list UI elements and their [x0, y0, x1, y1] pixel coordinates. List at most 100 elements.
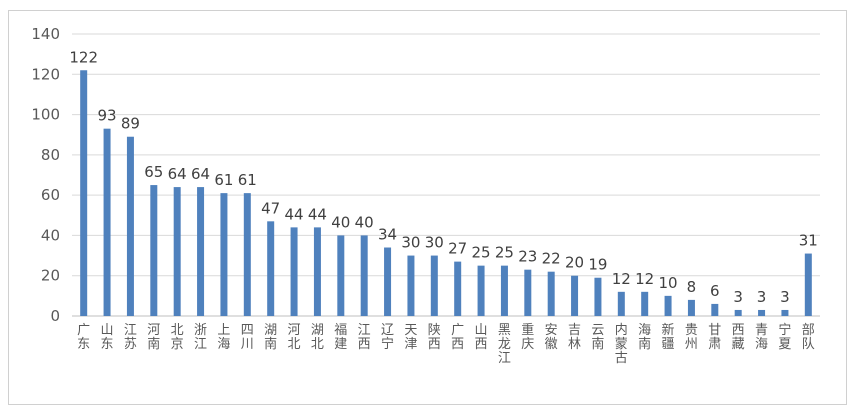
- data-label: 27: [448, 240, 467, 258]
- category-label: 湖南: [264, 323, 277, 352]
- data-label: 89: [121, 115, 140, 133]
- category-label: 西藏: [732, 323, 745, 352]
- data-label: 47: [261, 199, 280, 217]
- data-label: 19: [588, 256, 607, 274]
- data-label: 25: [495, 244, 514, 262]
- data-label: 8: [687, 278, 697, 296]
- category-label: 北京: [171, 323, 184, 352]
- category-label: 福建: [334, 323, 347, 352]
- category-label: 河北: [288, 323, 301, 352]
- y-tick-label: 20: [41, 267, 60, 285]
- category-label: 内蒙古: [615, 322, 628, 366]
- data-label: 122: [69, 48, 98, 66]
- bar: [758, 309, 766, 316]
- data-label: 61: [238, 171, 257, 189]
- data-label: 3: [733, 288, 743, 306]
- bar: [734, 309, 742, 316]
- bar: [360, 235, 368, 316]
- data-label: 40: [331, 213, 350, 231]
- y-tick-label: 140: [31, 25, 60, 43]
- y-tick-label: 100: [31, 106, 60, 124]
- bar: [804, 253, 812, 316]
- data-label: 6: [710, 282, 720, 300]
- category-label: 部队: [802, 323, 815, 352]
- category-label: 新疆: [662, 322, 675, 352]
- bar: [220, 193, 228, 316]
- category-label: 辽宁: [381, 323, 394, 352]
- data-label: 44: [308, 205, 327, 223]
- bar: [384, 247, 392, 316]
- category-label: 江苏: [124, 323, 137, 352]
- data-label: 34: [378, 226, 397, 244]
- category-label: 四川: [241, 323, 254, 352]
- bar: [594, 277, 602, 316]
- category-label: 山西: [475, 323, 488, 352]
- category-label: 浙江: [194, 323, 207, 352]
- category-label: 天津: [404, 323, 417, 352]
- data-label: 3: [780, 288, 790, 306]
- data-label: 30: [401, 234, 420, 252]
- y-tick-label: 40: [41, 226, 60, 244]
- category-label: 广东: [77, 323, 90, 352]
- bar: [267, 221, 275, 316]
- bar: [243, 193, 251, 316]
- bar: [290, 227, 298, 316]
- bar: [454, 261, 462, 316]
- bar: [711, 303, 719, 316]
- bar: [687, 299, 695, 316]
- data-label: 40: [355, 213, 374, 231]
- data-label: 10: [659, 274, 678, 292]
- category-label: 云南: [591, 323, 604, 352]
- category-label: 陕西: [428, 323, 441, 352]
- bar: [571, 275, 579, 316]
- category-label: 上海: [217, 323, 230, 352]
- data-label: 12: [635, 270, 654, 288]
- data-label: 20: [565, 254, 584, 272]
- bar: [430, 255, 438, 316]
- category-label: 广西: [451, 323, 464, 352]
- category-label: 宁夏: [778, 322, 791, 352]
- data-label: 61: [214, 171, 233, 189]
- bar: [407, 255, 415, 316]
- bar: [477, 265, 485, 316]
- y-tick-label: 120: [31, 65, 60, 83]
- y-tick-label: 60: [41, 186, 60, 204]
- bar: [103, 128, 111, 316]
- data-label: 44: [285, 205, 304, 223]
- category-label: 安徽: [545, 323, 558, 352]
- data-label: 25: [472, 244, 491, 262]
- category-label: 青海: [755, 323, 768, 352]
- bar: [617, 291, 625, 316]
- bar: [641, 291, 649, 316]
- data-label: 93: [98, 107, 117, 125]
- data-label: 64: [191, 165, 210, 183]
- category-label: 贵州: [685, 323, 698, 352]
- data-label: 65: [144, 163, 163, 181]
- data-label: 22: [542, 250, 561, 268]
- bar: [197, 187, 205, 316]
- bar: [313, 227, 321, 316]
- category-label: 黑龙江: [498, 323, 511, 366]
- bar: [664, 295, 672, 316]
- category-label: 海南: [638, 323, 651, 352]
- bar: [126, 136, 134, 316]
- y-tick-label: 0: [50, 307, 60, 325]
- data-label: 23: [518, 248, 537, 266]
- bar: [150, 185, 158, 316]
- bar: [337, 235, 345, 316]
- category-label: 重庆: [521, 322, 534, 352]
- data-label: 30: [425, 234, 444, 252]
- category-label: 河南: [147, 323, 160, 352]
- data-label: 31: [799, 232, 818, 250]
- category-label: 湖北: [311, 323, 324, 352]
- data-label: 12: [612, 270, 631, 288]
- bar: [173, 187, 181, 316]
- y-tick-label: 80: [41, 146, 60, 164]
- data-label: 3: [757, 288, 767, 306]
- category-label: 甘肃: [708, 323, 721, 352]
- bar: [524, 269, 532, 316]
- bar: [781, 309, 789, 316]
- data-label: 64: [168, 165, 187, 183]
- category-label: 山东: [101, 323, 114, 352]
